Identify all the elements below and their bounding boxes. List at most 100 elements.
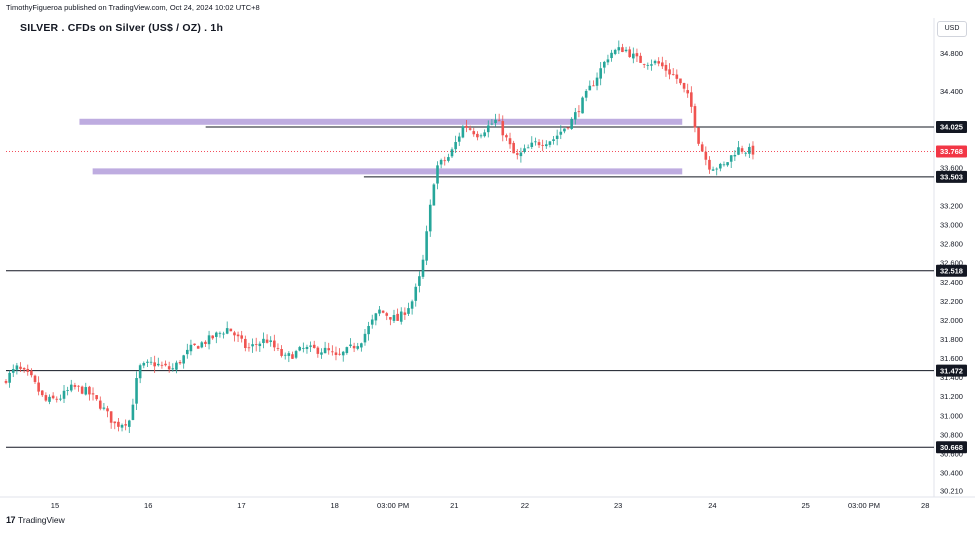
- candle-24: [91, 387, 95, 401]
- candle-14: [55, 396, 59, 403]
- candle-182: [664, 59, 668, 77]
- candle-36: [135, 371, 138, 411]
- candle-4: [19, 362, 22, 373]
- candle-38: [142, 361, 146, 369]
- candle-91: [334, 346, 338, 361]
- candle-86: [316, 346, 320, 358]
- x-tick-0: 15: [51, 501, 59, 510]
- candle-124: [454, 135, 457, 153]
- candle-125: [457, 132, 461, 146]
- y-tick-16: 30.600: [940, 449, 963, 458]
- candle-191: [697, 127, 700, 146]
- candle-178: [650, 59, 653, 71]
- candle-1: [8, 370, 11, 388]
- candle-42: [156, 357, 160, 367]
- candle-163: [595, 72, 599, 91]
- candle-66: [244, 335, 247, 352]
- candle-6: [26, 364, 30, 376]
- candle-53: [196, 345, 200, 349]
- candle-83: [305, 344, 309, 354]
- candle-131: [479, 133, 483, 139]
- candle-149: [544, 140, 548, 149]
- candle-169: [617, 40, 621, 54]
- candle-72: [265, 334, 269, 344]
- candle-171: [624, 46, 628, 53]
- candle-176: [642, 63, 646, 69]
- candle-188: [686, 83, 690, 98]
- candle-92: [338, 348, 341, 356]
- candle-120: [439, 158, 443, 169]
- candle-43: [160, 361, 164, 369]
- candle-82: [302, 342, 305, 353]
- currency-button[interactable]: USD: [937, 21, 967, 37]
- zone-0[interactable]: [79, 118, 683, 125]
- candle-52: [193, 343, 196, 346]
- candle-50: [186, 343, 189, 359]
- candle-167: [610, 49, 613, 62]
- candle-44: [164, 360, 167, 367]
- candle-184: [671, 68, 675, 76]
- candle-135: [494, 113, 497, 127]
- grid-layer: [0, 18, 975, 498]
- candles-layer: [4, 40, 755, 434]
- zone-1[interactable]: [92, 168, 683, 175]
- level-label-bg-0: [936, 121, 967, 134]
- candle-112: [410, 299, 414, 315]
- x-tick-2: 17: [237, 501, 245, 510]
- tradingview-logo-icon: 17: [6, 515, 16, 525]
- candle-192: [700, 141, 704, 152]
- candle-148: [541, 139, 544, 152]
- brand-name: TradingView: [18, 515, 65, 525]
- candle-40: [149, 356, 153, 366]
- y-tick-0: 34.800: [940, 49, 963, 58]
- candle-81: [298, 345, 302, 352]
- y-tick-1: 34.400: [940, 87, 963, 96]
- publisher-line: TimothyFigueroa published on TradingView…: [6, 3, 260, 12]
- candle-45: [167, 361, 171, 373]
- candle-8: [33, 374, 37, 384]
- candle-189: [690, 86, 693, 113]
- candle-174: [635, 48, 639, 62]
- candle-114: [418, 271, 421, 293]
- candle-116: [425, 225, 428, 266]
- candle-9: [37, 376, 40, 396]
- candle-138: [505, 133, 508, 141]
- candle-154: [563, 128, 566, 134]
- candle-141: [515, 149, 519, 160]
- candle-117: [428, 199, 432, 237]
- candle-177: [646, 62, 650, 70]
- candle-203: [740, 145, 744, 154]
- candle-206: [751, 141, 755, 160]
- x-tick-10: 03:00 PM: [848, 501, 880, 510]
- x-tick-8: 24: [708, 501, 716, 510]
- candle-172: [628, 46, 631, 58]
- candle-54: [200, 341, 204, 349]
- candle-0: [4, 379, 8, 385]
- candle-162: [592, 80, 595, 87]
- candle-35: [131, 398, 135, 421]
- time-axis: 15 16 17 18 03:00 PM 21 22 23 24 25 03:00 PM 28: [51, 501, 930, 510]
- candle-134: [490, 119, 494, 126]
- candle-47: [175, 360, 178, 374]
- brand[interactable]: 17 TradingView: [6, 515, 65, 525]
- candle-49: [182, 354, 185, 369]
- candle-123: [450, 147, 454, 158]
- candle-147: [537, 139, 541, 149]
- candle-71: [262, 332, 265, 349]
- candle-5: [22, 367, 26, 373]
- candle-104: [381, 310, 385, 314]
- zones-layer: [79, 118, 683, 175]
- candle-18: [69, 379, 73, 393]
- candle-103: [378, 305, 381, 317]
- candle-132: [483, 129, 486, 138]
- candle-41: [153, 355, 156, 373]
- candle-186: [679, 78, 682, 86]
- y-tick-11: 31.600: [940, 354, 963, 363]
- candle-155: [566, 126, 570, 130]
- candle-69: [254, 337, 258, 352]
- candle-55: [204, 340, 207, 348]
- y-tick-14: 31.000: [940, 411, 963, 420]
- candle-93: [341, 350, 345, 362]
- candle-195: [711, 166, 715, 171]
